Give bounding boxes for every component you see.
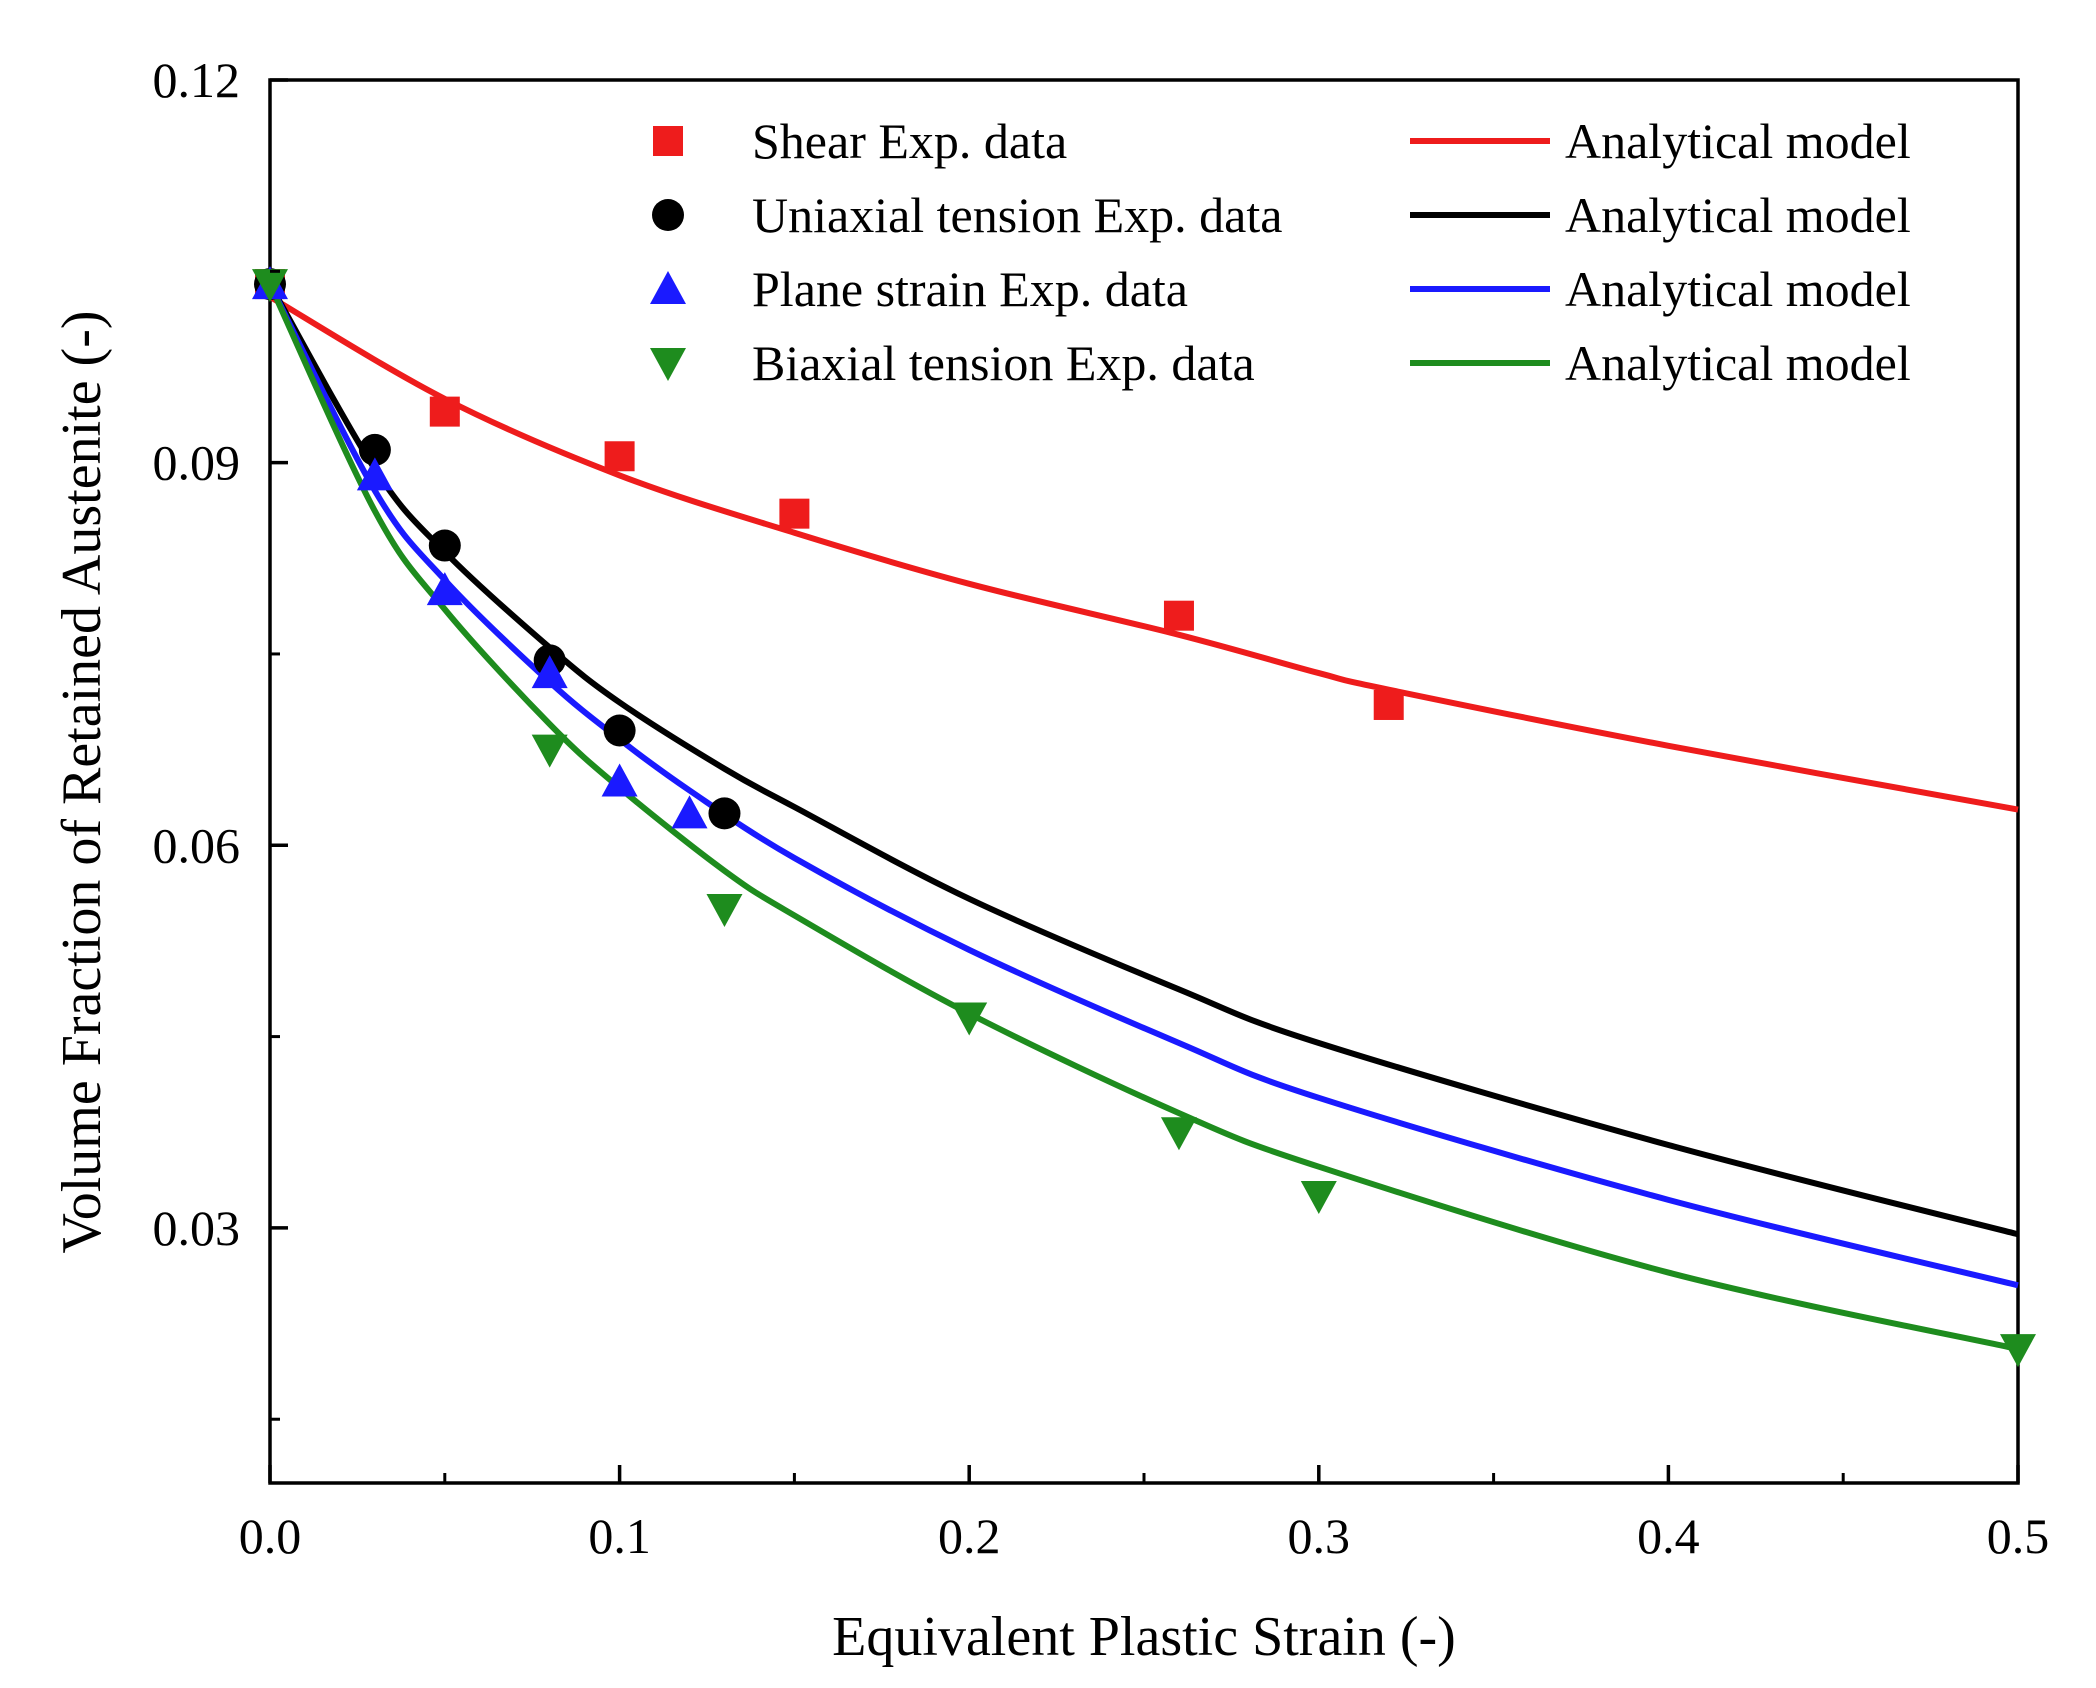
data-point	[601, 763, 638, 797]
data-point	[428, 529, 461, 562]
data-point	[779, 498, 810, 529]
model-line	[268, 294, 2019, 813]
axis-ticks	[268, 78, 2020, 1483]
x-tick-label: 0.3	[1288, 1508, 1351, 1564]
axis-tick-labels: 0.0 0.1 0.2 0.3 0.4 0.5 0.03 0.06 0.09 0.12	[153, 52, 2050, 1564]
model-line	[267, 282, 2019, 1353]
y-tick-label: 0.06	[153, 817, 241, 873]
data-point	[531, 655, 568, 689]
plot-area	[252, 78, 2036, 1485]
legend-marker	[650, 348, 686, 381]
data-point	[429, 396, 460, 427]
legend-label: Analytical model	[1565, 335, 1911, 391]
legend-label: Uniaxial tension Exp. data	[752, 187, 1282, 243]
data-point	[2000, 1334, 2036, 1368]
data-point	[604, 441, 635, 472]
data-point	[426, 572, 463, 606]
legend: Shear Exp. data Uniaxial tension Exp. dat…	[650, 113, 1911, 391]
x-tick-label: 0.4	[1637, 1508, 1700, 1564]
data-point	[708, 797, 741, 830]
data-point	[1373, 689, 1404, 720]
data-point	[951, 1002, 988, 1036]
legend-label: Shear Exp. data	[752, 113, 1067, 169]
legend-marker	[653, 126, 683, 156]
y-tick-label: 0.12	[153, 52, 241, 108]
data-point	[1300, 1181, 1337, 1215]
data-point	[252, 269, 288, 303]
legend-marker	[650, 271, 686, 304]
data-point	[671, 795, 708, 829]
data-point	[603, 714, 636, 747]
legend-marker	[652, 199, 684, 231]
data-point	[1163, 600, 1194, 631]
legend-label: Analytical model	[1565, 261, 1911, 317]
model-line	[267, 282, 2019, 1289]
lines-layer	[267, 282, 2019, 1353]
markers-layer	[252, 266, 2036, 1368]
data-point	[358, 433, 391, 466]
data-point	[1160, 1117, 1197, 1151]
x-axis-title: Equivalent Plastic Strain (-)	[832, 1606, 1456, 1668]
legend-label: Analytical model	[1565, 187, 1911, 243]
data-point	[531, 734, 568, 768]
y-axis-title: Volume Fraction of Retained Austenite (-…	[51, 311, 113, 1254]
data-point	[356, 457, 393, 491]
x-tick-label: 0.0	[239, 1508, 302, 1564]
legend-label: Plane strain Exp. data	[752, 261, 1188, 317]
legend-label: Analytical model	[1565, 113, 1911, 169]
x-tick-label: 0.1	[588, 1508, 651, 1564]
x-tick-label: 0.2	[938, 1508, 1001, 1564]
y-tick-label: 0.09	[153, 435, 241, 491]
legend-label: Biaxial tension Exp. data	[752, 335, 1255, 391]
data-point	[706, 894, 743, 928]
y-tick-label: 0.03	[153, 1200, 241, 1256]
x-tick-label: 0.5	[1987, 1508, 2050, 1564]
